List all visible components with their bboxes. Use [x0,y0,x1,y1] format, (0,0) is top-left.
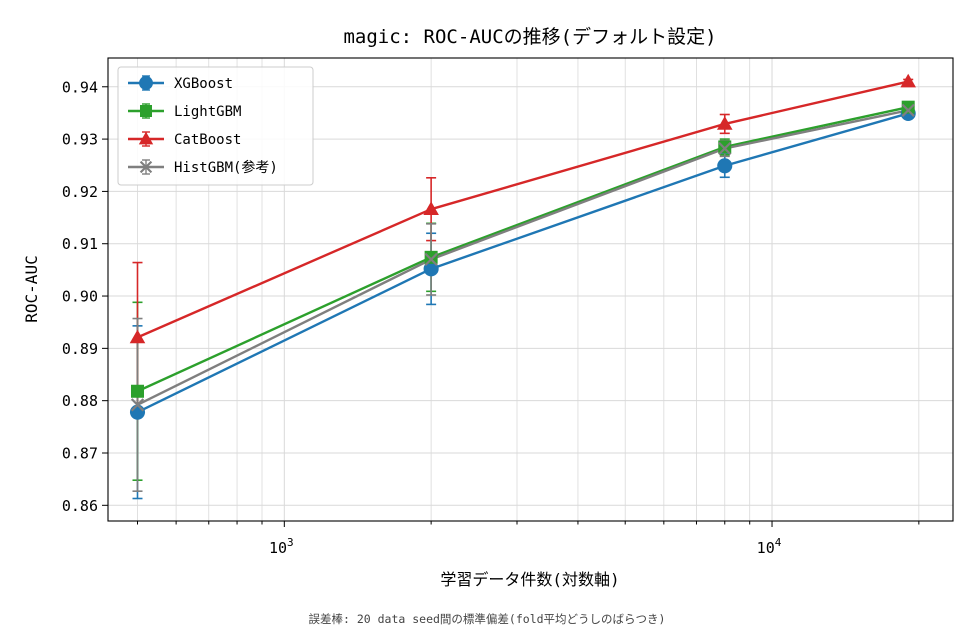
data-point-catboost [900,73,917,88]
data-point-xgboost [423,261,439,277]
x-tick-label-base: 10 [269,539,287,557]
data-point-histgbm [901,103,915,117]
y-tick-label: 0.86 [62,497,98,515]
markers-layer [129,73,917,420]
x-tick-label-exponent: 4 [775,536,782,549]
x-marker-stroke [130,398,145,412]
chart-title: magic: ROC-AUCの推移(デフォルト設定) [343,26,716,48]
x-marker-stroke [901,103,915,117]
series-line-catboost [137,80,909,339]
series-line-lightgbm [136,106,909,393]
y-tick-label: 0.91 [62,235,98,253]
legend-item-catboost: CatBoost [128,131,241,148]
legend-marker [139,160,153,174]
data-point-catboost [129,329,146,344]
legend-item-xgboost: XGBoost [128,75,233,92]
x-marker-stroke [139,160,153,174]
legend-box [117,66,314,186]
series-line-xgboost [136,112,909,414]
data-point-xgboost [717,158,733,174]
y-tick-label: 0.94 [62,78,98,96]
x-marker-stroke [424,252,438,267]
series-line-histgbm [136,109,909,406]
data-point-histgbm [424,252,438,267]
y-tick-label: 0.90 [62,288,98,306]
y-tick-label: 0.88 [62,392,98,410]
y-tick-label: 0.89 [62,340,98,358]
data-point-catboost [716,116,733,130]
x-tick-label: 104 [757,536,782,557]
legend-item-histgbm: HistGBM(参考) [128,159,278,176]
data-point-xgboost [129,404,146,420]
legend-marker [140,105,152,117]
legend-label: XGBoost [174,76,233,92]
y-tick-label: 0.93 [62,131,98,149]
data-point-lightgbm [718,140,732,154]
y-tick-label: 0.87 [62,444,98,462]
plot-frame [107,57,954,522]
legend-label: HistGBM(参考) [174,159,278,176]
legend-label: LightGBM [174,104,241,120]
y-axis-label: ROC-AUC [22,255,41,322]
data-point-lightgbm [130,384,144,398]
legend-item-lightgbm: LightGBM [128,103,241,120]
data-point-catboost [423,201,439,216]
legend: XGBoost LightGBM CatBoost HistGBM(参考) [117,66,314,186]
series-lines-layer [136,80,909,414]
legend-label: CatBoost [174,132,241,148]
data-point-lightgbm [424,250,438,264]
data-point-histgbm [718,141,732,156]
data-point-lightgbm [901,100,915,114]
y-tick-label: 0.92 [62,183,98,201]
x-axis-label: 学習データ件数(対数軸) [440,570,619,589]
legend-marker [139,76,153,90]
x-tick-label-base: 10 [757,539,775,557]
x-marker-stroke [718,141,732,156]
x-tick-label: 103 [269,536,294,557]
data-point-histgbm [130,398,145,412]
legend-marker [138,131,154,145]
footnote: 誤差棒: 20 data seed間の標準偏差(fold平均どうしのばらつき) [309,612,666,626]
x-tick-label-exponent: 3 [287,536,294,549]
